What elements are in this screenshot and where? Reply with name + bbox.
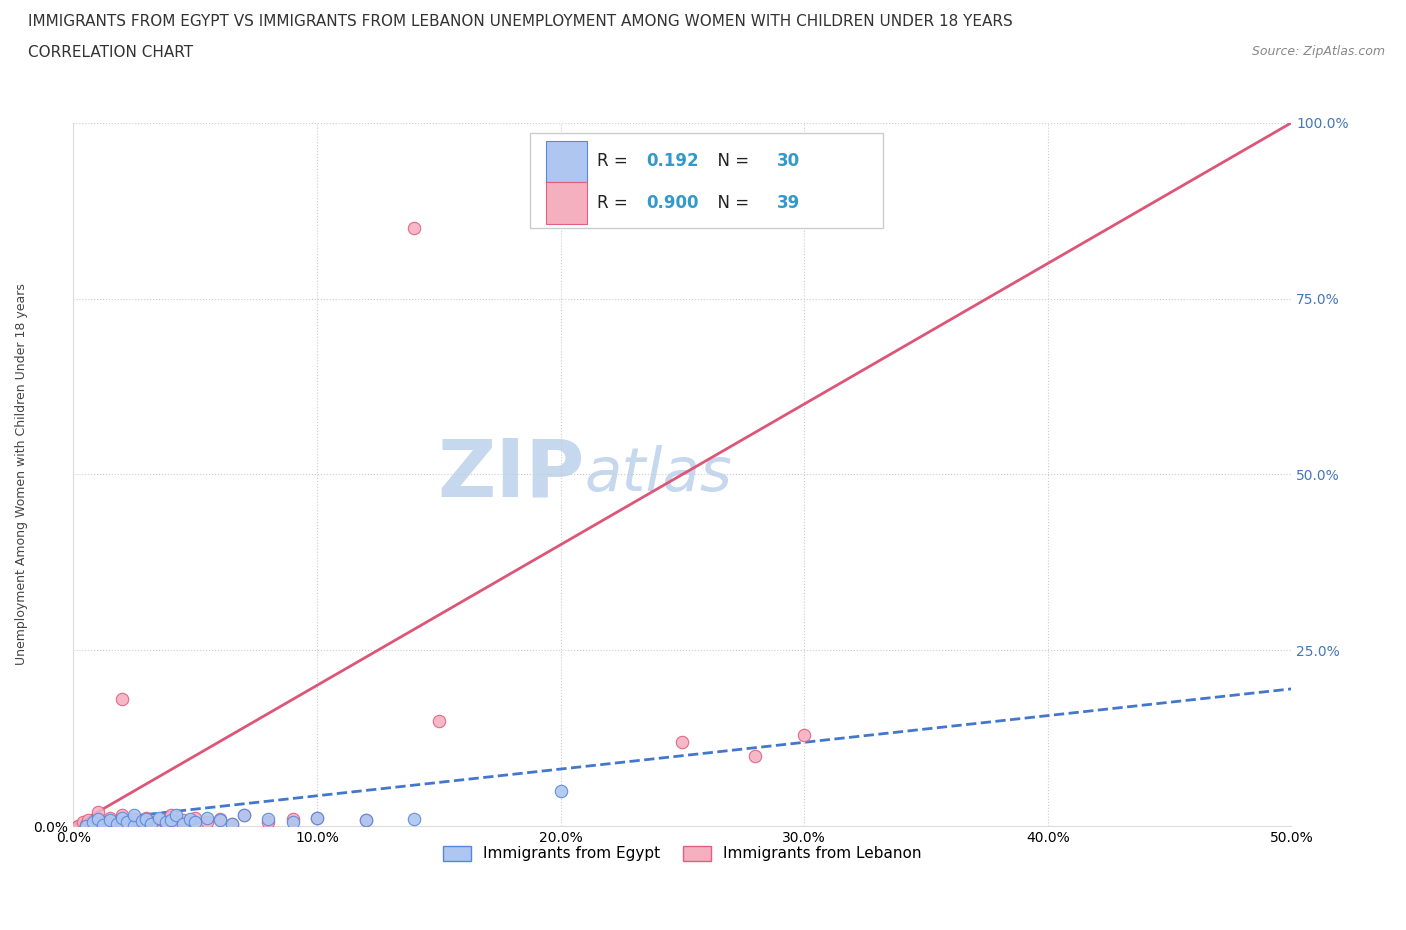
Point <box>105 817 128 831</box>
Point <box>135 812 157 827</box>
Point <box>98 810 121 825</box>
Point <box>87 812 110 827</box>
Point <box>135 815 157 830</box>
Text: 0.192: 0.192 <box>645 153 699 170</box>
Point <box>197 810 219 825</box>
Point <box>155 815 177 830</box>
Point <box>148 812 170 827</box>
Point <box>257 815 280 830</box>
Point <box>155 817 177 831</box>
Text: N =: N = <box>707 193 754 212</box>
Y-axis label: Unemployment Among Women with Children Under 18 years: Unemployment Among Women with Children U… <box>15 284 28 665</box>
Text: 39: 39 <box>778 193 800 212</box>
Text: R =: R = <box>598 193 633 212</box>
Point <box>404 812 426 827</box>
Point <box>232 808 254 823</box>
Text: IMMIGRANTS FROM EGYPT VS IMMIGRANTS FROM LEBANON UNEMPLOYMENT AMONG WOMEN WITH C: IMMIGRANTS FROM EGYPT VS IMMIGRANTS FROM… <box>28 14 1012 29</box>
Point <box>305 810 328 825</box>
Point <box>72 815 94 830</box>
Point <box>91 815 114 830</box>
Point <box>427 713 450 728</box>
Point <box>87 812 110 827</box>
FancyBboxPatch shape <box>546 140 588 182</box>
Point <box>305 810 328 825</box>
Point <box>221 817 243 831</box>
Point <box>160 813 183 828</box>
Point <box>354 813 377 828</box>
Point <box>115 815 138 830</box>
Point <box>165 815 187 830</box>
Point <box>75 817 97 832</box>
Point <box>111 692 134 707</box>
FancyBboxPatch shape <box>546 182 588 223</box>
Point <box>111 810 134 825</box>
Point <box>111 808 134 823</box>
Text: ZIP: ZIP <box>437 435 585 513</box>
Point <box>82 817 104 831</box>
Point <box>197 815 219 830</box>
Point <box>124 813 146 828</box>
Point <box>793 727 815 742</box>
Point <box>75 818 97 833</box>
Point <box>208 812 231 827</box>
Point <box>257 812 280 827</box>
Point <box>281 812 304 827</box>
Point <box>208 813 231 828</box>
Point <box>115 815 138 830</box>
Point <box>124 812 146 827</box>
Point <box>98 813 121 828</box>
Point <box>165 808 187 823</box>
Point <box>281 815 304 830</box>
Point <box>124 818 146 833</box>
Text: 0.900: 0.900 <box>645 193 699 212</box>
Legend: Immigrants from Egypt, Immigrants from Lebanon: Immigrants from Egypt, Immigrants from L… <box>437 840 928 868</box>
FancyBboxPatch shape <box>530 133 883 228</box>
Point <box>67 818 90 833</box>
Text: N =: N = <box>707 153 754 170</box>
Point <box>671 734 693 749</box>
Text: R =: R = <box>598 153 633 170</box>
Point <box>77 813 100 828</box>
Point <box>221 817 243 831</box>
Point <box>232 808 254 823</box>
Point <box>184 810 207 825</box>
Point <box>354 813 377 828</box>
Point <box>179 812 201 827</box>
Text: atlas: atlas <box>585 445 733 504</box>
Text: Source: ZipAtlas.com: Source: ZipAtlas.com <box>1251 45 1385 58</box>
Text: CORRELATION CHART: CORRELATION CHART <box>28 45 193 60</box>
Point <box>124 808 146 823</box>
Point <box>82 815 104 830</box>
Point <box>404 220 426 235</box>
Point <box>105 817 128 831</box>
Point <box>148 810 170 825</box>
Point <box>184 815 207 830</box>
Point <box>550 783 572 798</box>
Point <box>131 814 153 829</box>
Point <box>160 808 183 823</box>
Point <box>98 817 121 831</box>
Point <box>131 817 153 831</box>
Point <box>172 813 194 828</box>
Point <box>172 817 194 831</box>
Point <box>87 804 110 819</box>
Point <box>141 817 163 831</box>
Point <box>141 815 163 830</box>
Point <box>744 749 766 764</box>
Point <box>91 817 114 832</box>
Text: 30: 30 <box>778 153 800 170</box>
Point <box>135 810 157 825</box>
